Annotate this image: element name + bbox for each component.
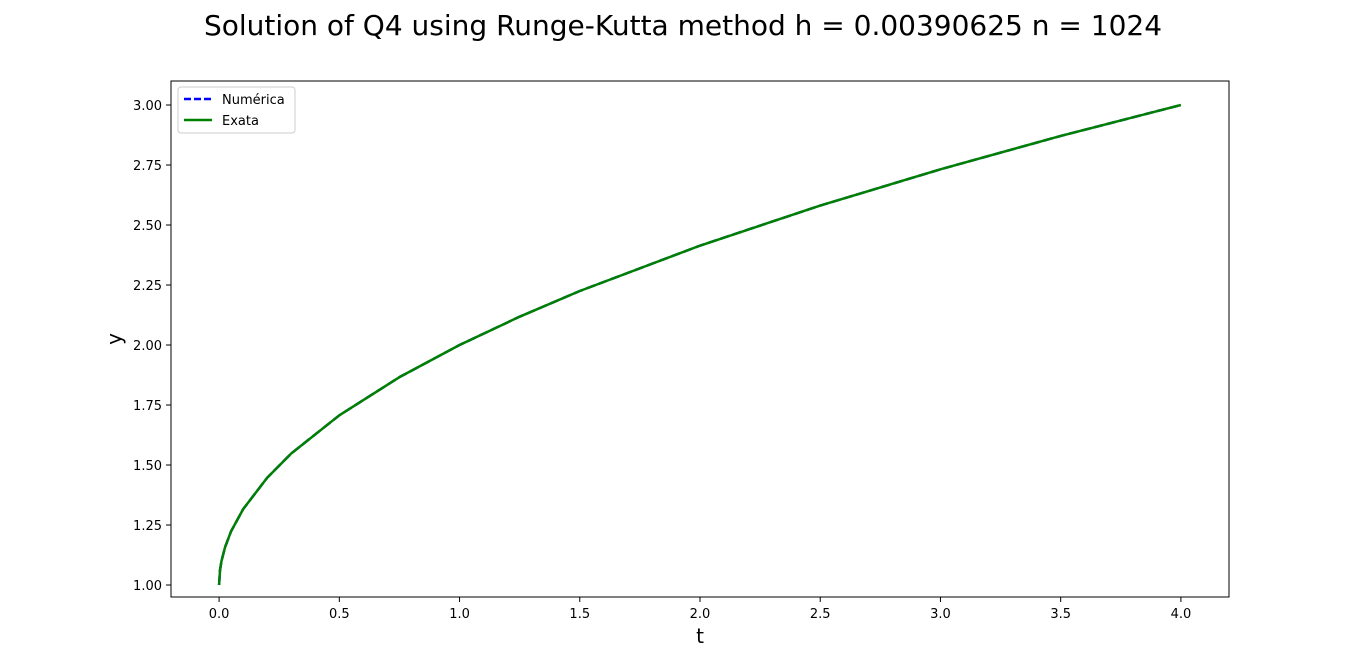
x-axis-label: t: [696, 624, 704, 648]
legend-label-exata: Exata: [222, 114, 259, 129]
y-tick-label: 2.00: [133, 339, 162, 354]
x-tick-label: 1.5: [569, 607, 590, 622]
y-axis-ticks: 1.00 1.25 1.50 1.75 2.00 2.25 2.50 2.75 3.00: [133, 99, 171, 594]
y-tick-label: 1.00: [133, 579, 162, 594]
y-tick-label: 2.25: [133, 279, 162, 294]
x-tick-label: 0.0: [209, 607, 230, 622]
y-tick-label: 3.00: [133, 99, 162, 114]
x-tick-label: 2.0: [690, 607, 711, 622]
x-tick-label: 2.5: [810, 607, 831, 622]
x-tick-label: 0.5: [329, 607, 350, 622]
chart-title: Solution of Q4 using Runge-Kutta method …: [204, 9, 1162, 42]
y-axis-label: y: [102, 333, 126, 345]
y-tick-label: 1.75: [133, 399, 162, 414]
y-tick-label: 1.25: [133, 519, 162, 534]
x-tick-label: 3.5: [1050, 607, 1071, 622]
plot-area-frame: [170, 80, 1230, 598]
x-axis-ticks: 0.0 0.5 1.0 1.5 2.0 2.5 3.0 3.5 4.0: [209, 597, 1192, 622]
series-line-exata: [217, 103, 1182, 586]
x-tick-label: 3.0: [930, 607, 951, 622]
x-tick-label: 4.0: [1171, 607, 1192, 622]
y-tick-label: 2.50: [133, 219, 162, 234]
x-tick-label: 1.0: [449, 607, 470, 622]
legend-label-numerica: Numérica: [222, 93, 285, 108]
legend: Numérica Exata: [177, 86, 296, 134]
y-tick-label: 2.75: [133, 159, 162, 174]
series-layer: [217, 103, 1182, 586]
y-tick-label: 1.50: [133, 459, 162, 474]
